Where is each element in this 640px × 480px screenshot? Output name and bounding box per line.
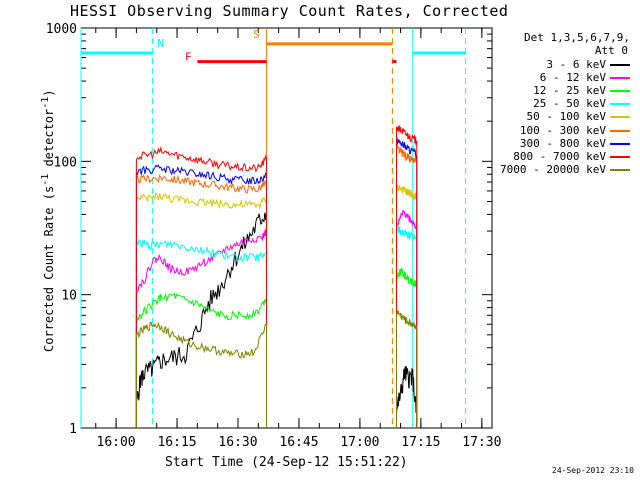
event-label-s: S xyxy=(253,28,260,41)
y-tick-label: 100 xyxy=(54,155,77,170)
legend-item-label: 800 - 7000 keV xyxy=(513,149,606,163)
legend-item: 6 - 12 keV xyxy=(474,71,630,84)
series-line xyxy=(396,183,418,428)
series-line xyxy=(396,144,418,428)
legend-item-swatch xyxy=(610,116,630,119)
legend-item-swatch xyxy=(610,90,630,93)
series-line xyxy=(135,211,267,428)
legend-item: 800 - 7000 keV xyxy=(474,150,630,163)
series-line xyxy=(135,239,267,428)
series-line xyxy=(396,224,418,428)
x-tick-label: 16:00 xyxy=(97,435,136,450)
x-tick-label: 17:30 xyxy=(462,435,501,450)
legend-attenuator-header: Att 0 xyxy=(594,44,628,57)
x-tick-label: 17:00 xyxy=(340,435,379,450)
x-tick-label: 16:30 xyxy=(218,435,257,450)
legend-item: 25 - 50 keV xyxy=(474,97,630,110)
y-tick-label: 1000 xyxy=(46,22,77,37)
x-tick-label: 16:45 xyxy=(279,435,318,450)
legend-item: 50 - 100 keV xyxy=(474,110,630,123)
y-axis-label: Corrected Count Rate (s-1 detector-1) xyxy=(40,89,56,352)
y-tick-label: 1 xyxy=(69,422,77,437)
series-line xyxy=(396,366,418,428)
legend-item-label: 25 - 50 keV xyxy=(533,97,606,111)
legend-item-swatch xyxy=(610,64,630,66)
series-line xyxy=(396,310,418,428)
legend-item-swatch xyxy=(610,155,630,158)
legend-item-swatch xyxy=(610,168,630,171)
legend-item-label: 12 - 25 keV xyxy=(533,84,606,98)
plot-frame xyxy=(80,27,493,429)
x-tick-label: 16:15 xyxy=(157,435,196,450)
x-tick-label: 17:15 xyxy=(401,435,440,450)
x-axis-label: Start Time (24-Sep-12 15:51:22) xyxy=(165,455,408,470)
series-line xyxy=(135,173,267,428)
y-tick-label: 10 xyxy=(61,289,77,304)
series-line xyxy=(396,267,418,428)
legend-item: 12 - 25 keV xyxy=(474,84,630,97)
legend-item-label: 100 - 300 keV xyxy=(519,123,606,137)
legend-item: 3 - 6 keV xyxy=(474,58,630,71)
chart-title: HESSI Observing Summary Count Rates, Cor… xyxy=(70,2,509,20)
legend-item: 300 - 800 keV xyxy=(474,137,630,150)
legend-item-swatch xyxy=(610,129,630,132)
legend-item-swatch xyxy=(610,142,630,145)
event-label-f: F xyxy=(185,51,192,64)
legend-item: 7000 - 20000 keV xyxy=(474,163,630,176)
legend-item-swatch xyxy=(610,77,630,80)
legend-item-label: 300 - 800 keV xyxy=(519,136,606,150)
series-line xyxy=(135,192,267,428)
series-line xyxy=(396,136,418,428)
series-line xyxy=(396,209,418,428)
series-line xyxy=(135,146,267,428)
legend-item-label: 7000 - 20000 keV xyxy=(500,162,606,176)
legend-item-label: 6 - 12 keV xyxy=(539,71,606,85)
footer-timestamp: 24-Sep-2012 23:10 xyxy=(552,466,634,475)
series-line xyxy=(135,292,267,428)
legend-item: 100 - 300 keV xyxy=(474,124,630,137)
series-line xyxy=(135,321,267,428)
series-line xyxy=(135,228,267,428)
legend-item-label: 50 - 100 keV xyxy=(526,110,606,124)
series-line xyxy=(135,164,267,428)
legend-item-label: 3 - 6 keV xyxy=(546,58,606,71)
event-label-n: N xyxy=(157,37,164,50)
series-line xyxy=(396,125,418,428)
legend-detector-header: Det 1,3,5,6,7,9, xyxy=(524,31,630,44)
legend-item-swatch xyxy=(610,103,630,106)
